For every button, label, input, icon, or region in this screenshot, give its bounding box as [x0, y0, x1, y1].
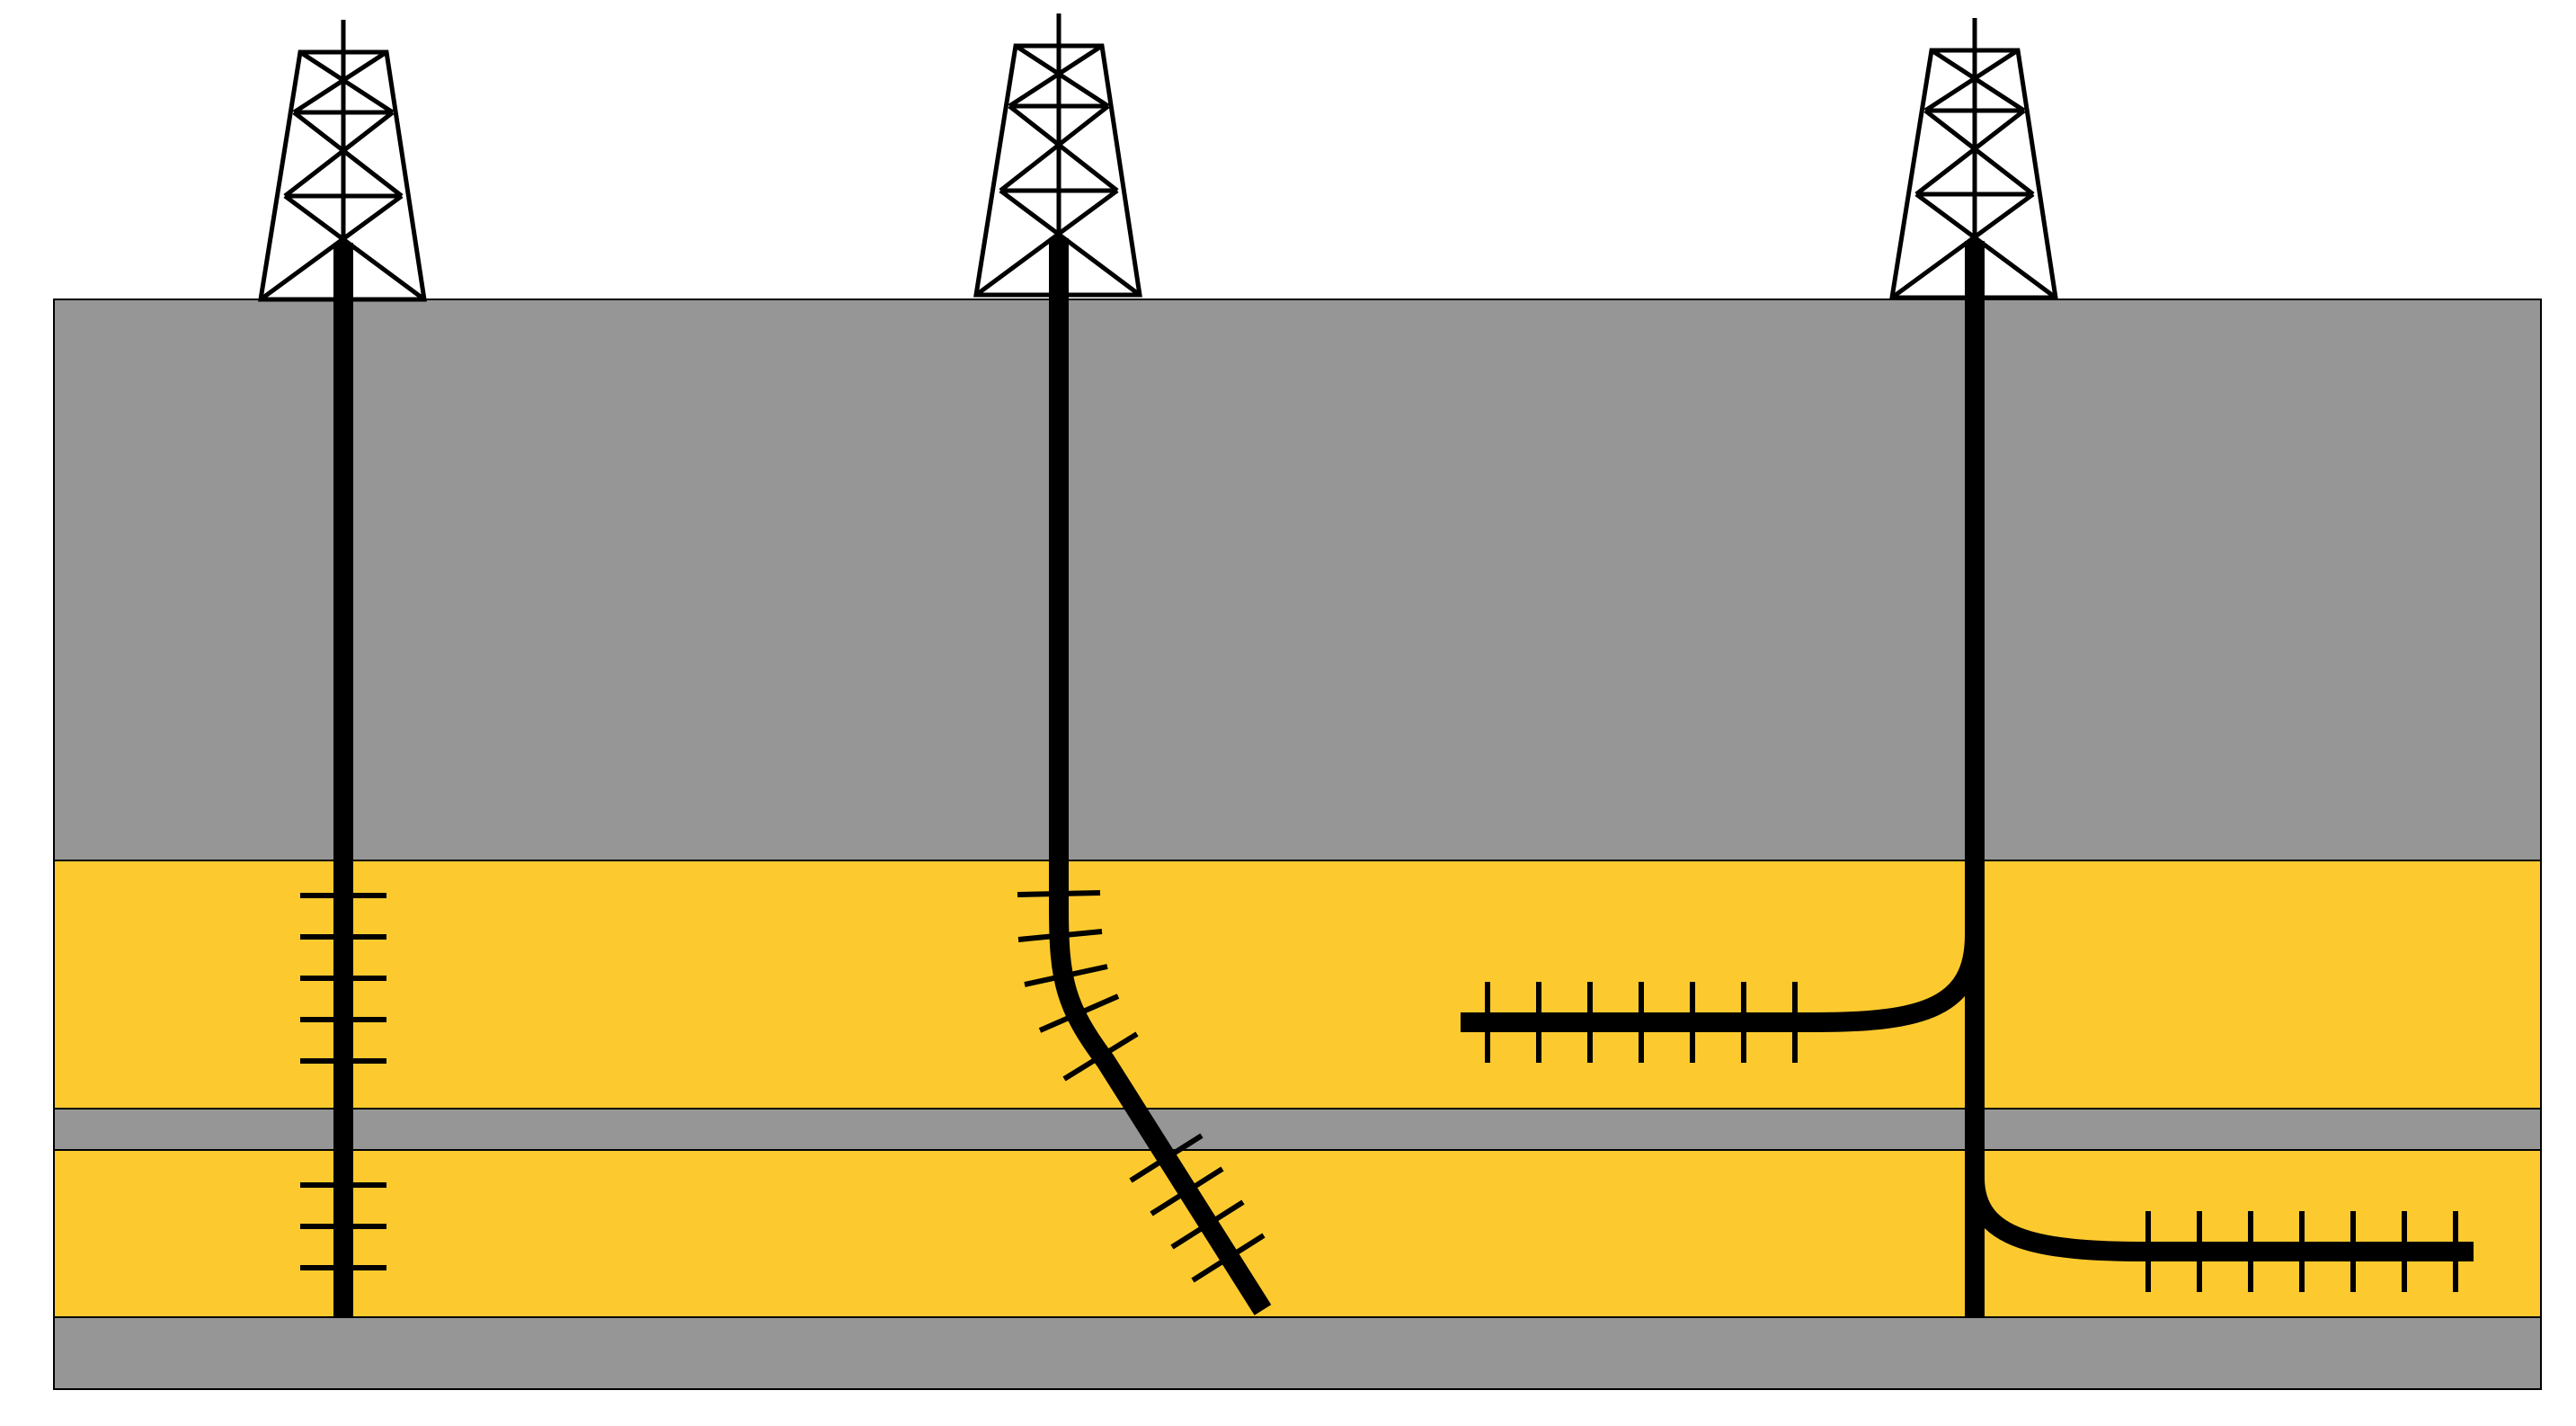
perforation-marks [300, 893, 386, 1270]
vertical-well [300, 243, 386, 1317]
deviated-wellbore [1049, 238, 1272, 1315]
strata-group [53, 299, 2542, 1390]
drilling-rig-icon [973, 13, 1142, 298]
upper-rock-layer [53, 299, 2542, 861]
base-rock-layer [53, 1316, 2542, 1390]
lower-reservoir-layer [53, 1149, 2542, 1318]
deviated-well [1017, 238, 1272, 1315]
middle-rock-layer [53, 1108, 2542, 1151]
lower-lateral-branch [1965, 1177, 2474, 1261]
multilateral-well [1461, 241, 2474, 1317]
perforation-marks [1485, 982, 2458, 1292]
perforation-marks [1017, 890, 1266, 1283]
upper-lateral-branch [1461, 934, 1985, 1032]
upper-reservoir-layer [53, 860, 2542, 1110]
